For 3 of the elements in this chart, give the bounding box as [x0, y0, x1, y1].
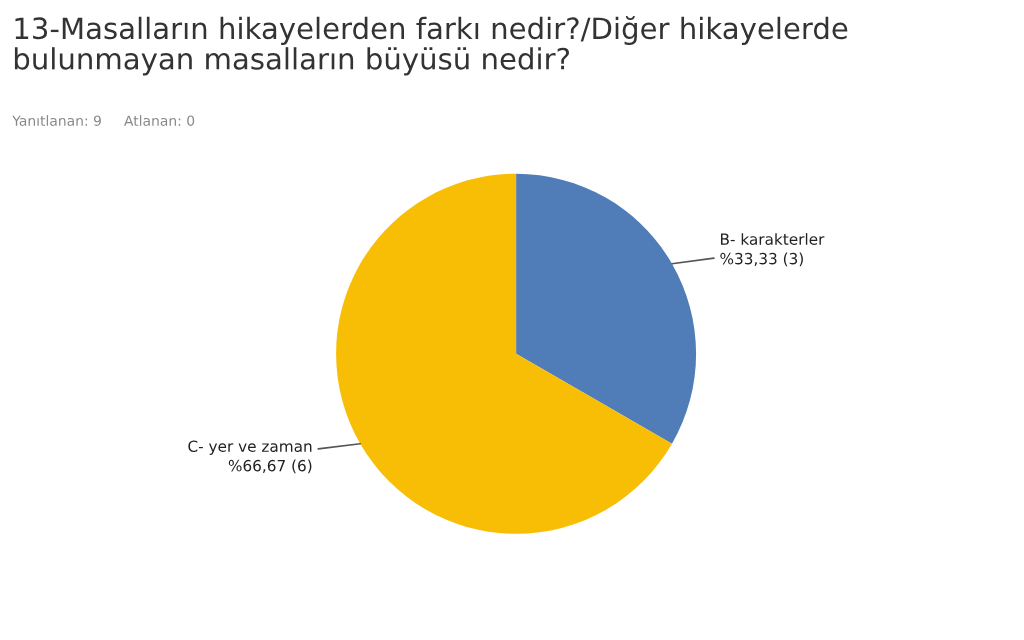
chart-title: 13-Masalların hikayelerden farkı nedir?/Diğer hikayelerde bulunmayan masalların büyüsü nedir?	[14, 16, 848, 76]
pie-slice	[336, 173, 672, 534]
pie-slice	[516, 173, 697, 444]
